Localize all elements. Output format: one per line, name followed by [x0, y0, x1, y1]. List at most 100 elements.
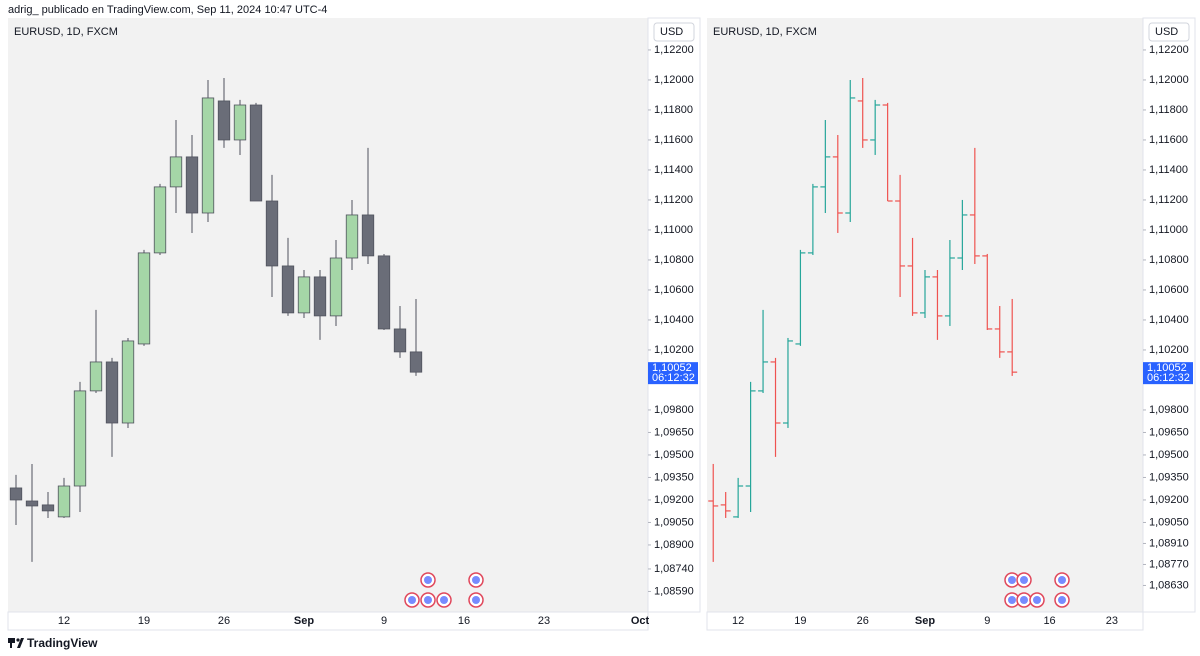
candle-body [297, 276, 311, 314]
y-tick-label: 1,09500 [654, 449, 694, 461]
event-icon-inner [472, 576, 480, 584]
y-tick-label: 1,09800 [654, 404, 694, 416]
candle-body [313, 276, 327, 317]
x-tick-label: 12 [58, 615, 70, 627]
candle-body [249, 104, 263, 202]
y-tick-label: 1,09350 [1149, 471, 1189, 483]
y-tick-label: 1,09200 [654, 494, 694, 506]
event-icon-inner [440, 596, 448, 604]
y-tick-label: 1,10200 [654, 344, 694, 356]
countdown-label: 06:12:32 [1147, 372, 1190, 384]
y-tick-label: 1,08740 [654, 563, 694, 575]
chart-panel: EURUSD, 1D, FXCM USD 1,12200 1,12000 1,11800… [7, 17, 701, 631]
x-tick-label: 26 [857, 615, 869, 627]
y-tick-label: 1,11600 [1149, 134, 1188, 146]
x-tick-label: 19 [794, 615, 806, 627]
x-tick-label: 12 [732, 615, 744, 627]
y-tick-label: 1,08590 [654, 585, 694, 597]
chart-panel: EURUSD, 1D, FXCM USD 1,12200 1,12000 1,11800… [706, 17, 1196, 631]
x-tick-label: Oct [631, 615, 650, 627]
candle-body [201, 97, 215, 214]
candle-body [409, 351, 423, 373]
candle-body [57, 485, 71, 518]
y-tick-label: 1,09800 [1149, 404, 1189, 416]
candle-body [361, 214, 375, 257]
countdown-label: 06:12:32 [652, 372, 695, 384]
x-tick-label: 9 [984, 615, 990, 627]
x-tick-label: 19 [138, 615, 150, 627]
candle-body [137, 252, 151, 345]
y-tick-label: 1,08630 [1149, 579, 1189, 591]
time-axis-area [7, 611, 649, 631]
x-tick-label: 16 [1043, 615, 1055, 627]
candle-body [105, 361, 119, 424]
candle-body [377, 255, 391, 330]
currency-label: USD [1155, 26, 1178, 38]
candle-body [281, 265, 295, 314]
last-price-box [648, 362, 698, 385]
y-tick-label: 1,09350 [654, 471, 694, 483]
y-tick-label: 1,11800 [1149, 104, 1188, 116]
y-tick-label: 1,11400 [654, 164, 693, 176]
candle-body [329, 257, 343, 317]
y-tick-label: 1,11000 [1149, 224, 1188, 236]
event-icon-inner [1020, 596, 1028, 604]
y-tick-label: 1,10400 [654, 314, 694, 326]
y-tick-label: 1,08770 [1149, 558, 1189, 570]
event-icon-inner [1008, 596, 1016, 604]
y-tick-label: 1,09650 [1149, 426, 1189, 438]
publish-header: adrig_ publicado en TradingView.com, Sep… [8, 4, 327, 16]
y-tick-label: 1,10400 [1149, 314, 1189, 326]
y-tick-label: 1,11200 [654, 194, 693, 206]
y-tick-label: 1,10800 [654, 254, 694, 266]
x-tick-label: 26 [218, 615, 230, 627]
candle-body [393, 328, 407, 353]
y-tick-label: 1,08910 [1149, 537, 1189, 549]
x-tick-label: Sep [915, 615, 935, 627]
y-tick-label: 1,11800 [654, 104, 693, 116]
event-icon-inner [408, 596, 416, 604]
event-icon-inner [1058, 576, 1066, 584]
candle-body [73, 390, 87, 487]
candle-body [217, 100, 231, 141]
y-tick-label: 1,12000 [654, 74, 694, 86]
candle-body [121, 340, 135, 424]
y-tick-label: 1,09500 [1149, 449, 1189, 461]
last-price-label: 1,10052 [652, 362, 692, 374]
candle-body [265, 200, 279, 267]
currency-label: USD [660, 26, 683, 38]
event-icon-inner [424, 596, 432, 604]
last-price-label: 1,10052 [1147, 362, 1187, 374]
x-tick-label: 9 [381, 615, 387, 627]
y-tick-label: 1,12000 [1149, 74, 1189, 86]
y-tick-label: 1,10600 [1149, 284, 1189, 296]
last-price-box [1143, 362, 1193, 385]
candle-body [153, 186, 167, 254]
y-tick-label: 1,10600 [654, 284, 694, 296]
plot-area [9, 78, 484, 608]
x-tick-label: 23 [538, 615, 550, 627]
y-tick-label: 1,09650 [654, 426, 694, 438]
x-tick-label: 23 [1106, 615, 1118, 627]
symbol-title: EURUSD, 1D, FXCM [14, 26, 118, 38]
candle-body [169, 156, 183, 188]
y-tick-label: 1,12200 [1149, 44, 1189, 56]
candle-body [233, 104, 247, 141]
event-icon-inner [1008, 576, 1016, 584]
y-tick-label: 1,11000 [654, 224, 693, 236]
y-tick-label: 1,11200 [1149, 194, 1188, 206]
x-tick-label: 16 [458, 615, 470, 627]
y-tick-label: 1,11600 [654, 134, 693, 146]
event-icon-inner [1058, 596, 1066, 604]
y-tick-label: 1,09200 [1149, 494, 1189, 506]
y-tick-label: 1,11400 [1149, 164, 1188, 176]
price-axis-area [1142, 17, 1196, 613]
y-tick-label: 1,10800 [1149, 254, 1189, 266]
event-icon-inner [472, 596, 480, 604]
y-tick-label: 1,09050 [654, 516, 694, 528]
currency-box [1148, 22, 1190, 42]
event-icon-inner [1033, 596, 1041, 604]
candle-body [345, 214, 359, 259]
